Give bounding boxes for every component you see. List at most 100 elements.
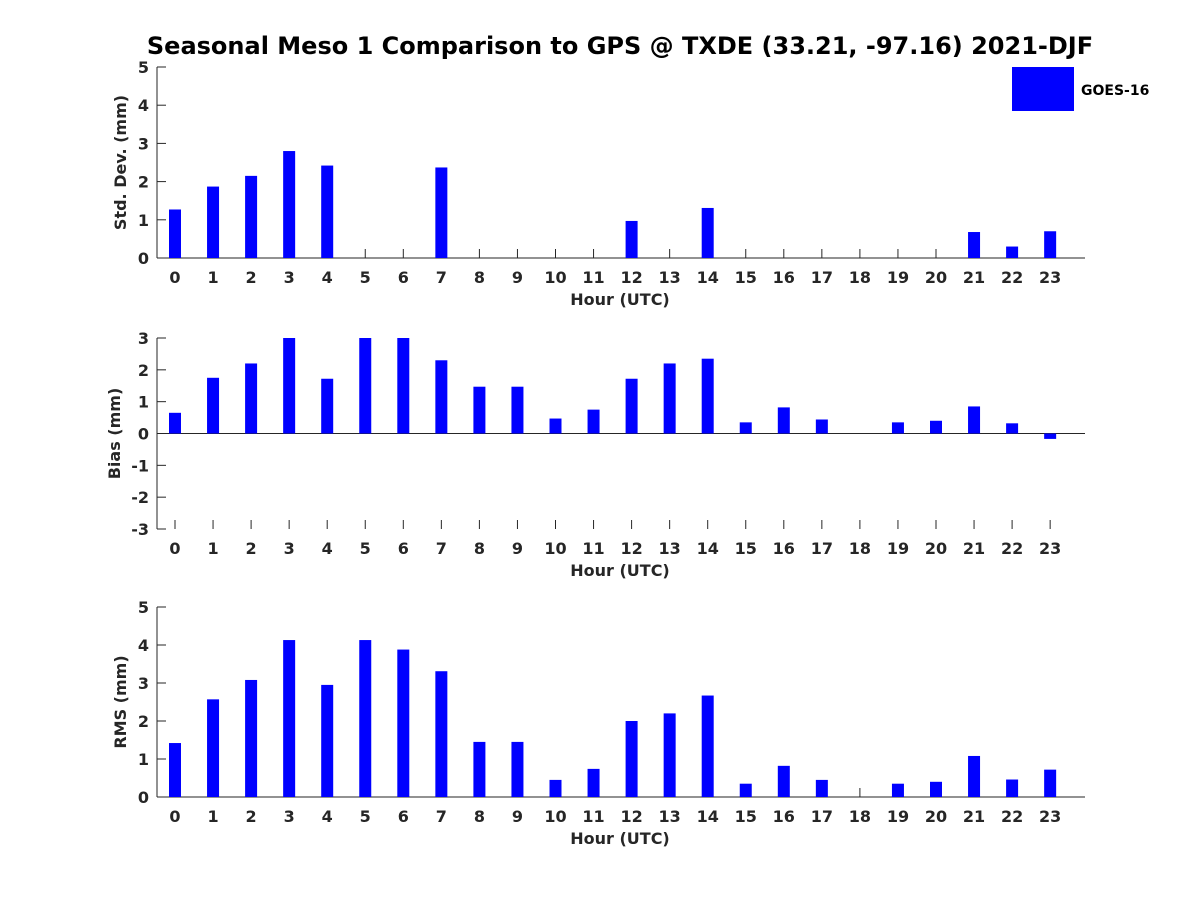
x-tick-label: 19 [887, 807, 909, 826]
x-tick-label: 18 [849, 807, 871, 826]
bar [891, 783, 904, 797]
bar [739, 422, 752, 434]
bar [321, 378, 334, 434]
bar [930, 420, 942, 434]
x-tick-label: 9 [512, 807, 523, 826]
x-tick-label: 10 [544, 539, 566, 558]
bar [777, 407, 790, 434]
bar [1044, 769, 1057, 797]
bar [968, 232, 981, 258]
bar [777, 765, 790, 797]
x-tick-label: 20 [925, 539, 947, 558]
y-tick-label: 1 [138, 750, 149, 769]
bar [968, 406, 981, 434]
x-axis-label: Hour (UTC) [570, 561, 670, 580]
x-tick-label: 3 [284, 807, 295, 826]
x-tick-label: 19 [887, 268, 909, 287]
bar [397, 649, 410, 797]
x-axis-label: Hour (UTC) [570, 829, 670, 848]
bar [1044, 231, 1057, 258]
x-tick-label: 11 [582, 539, 604, 558]
y-tick-label: -1 [131, 456, 149, 475]
y-tick-label: 1 [138, 393, 149, 412]
x-tick-label: 15 [735, 539, 757, 558]
x-tick-label: 15 [735, 807, 757, 826]
bar [283, 338, 296, 434]
x-tick-label: 2 [246, 807, 257, 826]
y-tick-label: 2 [138, 361, 149, 380]
x-tick-label: 16 [773, 539, 795, 558]
bar [663, 363, 676, 434]
x-tick-label: 11 [582, 268, 604, 287]
x-tick-label: 2 [246, 268, 257, 287]
bar [587, 768, 600, 797]
x-tick-label: 4 [322, 268, 333, 287]
y-axis-label: Std. Dev. (mm) [111, 95, 130, 230]
bar [1044, 433, 1057, 439]
y-tick-label: 0 [138, 788, 149, 807]
bar [359, 338, 372, 434]
bar [397, 338, 410, 434]
x-tick-label: 13 [659, 539, 681, 558]
x-tick-label: 5 [360, 807, 371, 826]
bar [283, 151, 296, 258]
bar [511, 741, 524, 797]
bar [739, 783, 752, 797]
x-tick-label: 17 [811, 539, 833, 558]
x-tick-label: 7 [436, 539, 447, 558]
bar [435, 167, 448, 258]
x-tick-label: 6 [398, 539, 409, 558]
y-tick-label: 2 [138, 712, 149, 731]
x-tick-label: 14 [697, 807, 719, 826]
x-tick-label: 17 [811, 268, 833, 287]
x-tick-label: 23 [1039, 268, 1061, 287]
bar [245, 175, 258, 258]
bar [549, 779, 562, 797]
x-tick-label: 19 [887, 539, 909, 558]
x-tick-label: 1 [207, 539, 218, 558]
bar [663, 713, 676, 797]
bar [587, 409, 600, 434]
y-tick-label: 0 [138, 249, 149, 268]
y-tick-label: 5 [138, 598, 149, 617]
bar [701, 207, 714, 258]
x-tick-label: 8 [474, 807, 485, 826]
x-tick-label: 18 [849, 268, 871, 287]
x-tick-label: 23 [1039, 539, 1061, 558]
bar [511, 386, 524, 434]
bar [1006, 246, 1019, 258]
y-tick-label: 5 [138, 58, 149, 77]
x-tick-label: 3 [284, 539, 295, 558]
bar [1006, 423, 1019, 434]
x-tick-label: 16 [773, 268, 795, 287]
bar [169, 743, 181, 797]
x-tick-label: 6 [398, 268, 409, 287]
bar [815, 779, 828, 797]
y-axis-label: RMS (mm) [111, 655, 130, 748]
x-tick-label: 5 [360, 539, 371, 558]
y-tick-label: 3 [138, 674, 149, 693]
y-tick-label: -2 [131, 488, 149, 507]
legend-label: GOES-16 [1081, 83, 1149, 99]
x-tick-label: 1 [207, 268, 218, 287]
x-tick-label: 22 [1001, 807, 1023, 826]
x-tick-label: 21 [963, 268, 985, 287]
x-tick-label: 14 [697, 539, 719, 558]
bar [1006, 779, 1019, 797]
x-tick-label: 22 [1001, 539, 1023, 558]
y-tick-label: 1 [138, 211, 149, 230]
bar [701, 358, 714, 434]
bar [625, 220, 638, 258]
legend: GOES-16 [1012, 67, 1149, 111]
y-tick-label: 2 [138, 173, 149, 192]
bar [169, 412, 181, 434]
x-tick-label: 15 [735, 268, 757, 287]
x-tick-label: 20 [925, 268, 947, 287]
x-tick-label: 10 [544, 807, 566, 826]
bar [473, 741, 486, 797]
x-tick-label: 6 [398, 807, 409, 826]
x-tick-label: 22 [1001, 268, 1023, 287]
